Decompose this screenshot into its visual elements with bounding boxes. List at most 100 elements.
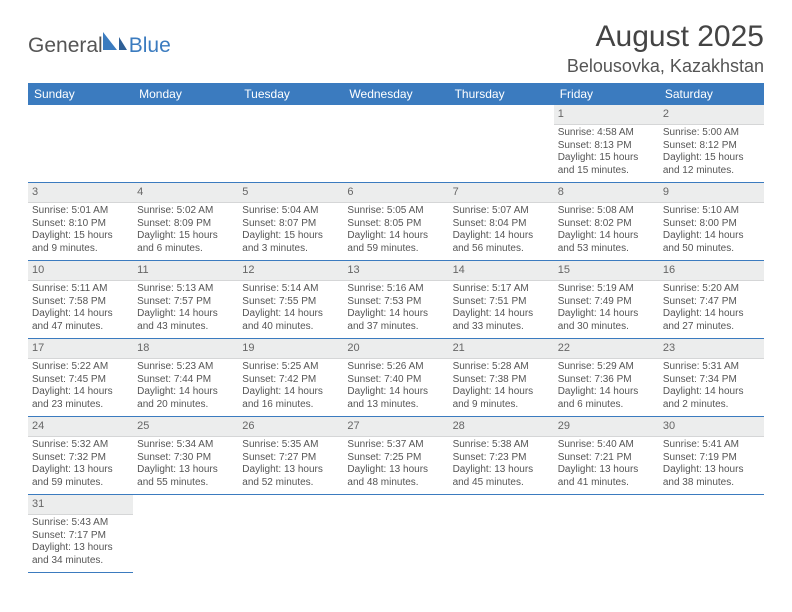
day-cell: Sunrise: 5:40 AMSunset: 7:21 PMDaylight:…	[554, 436, 659, 494]
daylight-line: Daylight: 13 hours and 34 minutes.	[32, 542, 129, 568]
day-number-row: 24252627282930	[28, 416, 764, 436]
weekday-header: Monday	[133, 83, 238, 105]
day-number-cell: 20	[343, 338, 448, 358]
sunset-line: Sunset: 7:45 PM	[32, 374, 129, 387]
day-cell: Sunrise: 5:28 AMSunset: 7:38 PMDaylight:…	[449, 358, 554, 416]
day-number-cell: 7	[449, 182, 554, 202]
month-title: August 2025	[567, 20, 764, 54]
daylight-line: Daylight: 15 hours and 9 minutes.	[32, 230, 129, 256]
sunrise-line: Sunrise: 5:28 AM	[453, 361, 550, 374]
day-cell	[659, 514, 764, 572]
day-cell: Sunrise: 5:16 AMSunset: 7:53 PMDaylight:…	[343, 280, 448, 338]
weekday-header: Saturday	[659, 83, 764, 105]
day-number: 22	[558, 342, 570, 354]
day-number: 7	[453, 186, 459, 198]
sunset-line: Sunset: 7:57 PM	[137, 296, 234, 309]
sunset-line: Sunset: 7:44 PM	[137, 374, 234, 387]
day-number-cell: 13	[343, 260, 448, 280]
day-number-cell	[554, 494, 659, 514]
day-number-cell: 24	[28, 416, 133, 436]
day-cell: Sunrise: 5:04 AMSunset: 8:07 PMDaylight:…	[238, 202, 343, 260]
sunset-line: Sunset: 8:05 PM	[347, 218, 444, 231]
day-number-row: 12	[28, 105, 764, 124]
sunrise-line: Sunrise: 5:10 AM	[663, 205, 760, 218]
daylight-line: Daylight: 14 hours and 43 minutes.	[137, 308, 234, 334]
day-cell: Sunrise: 5:07 AMSunset: 8:04 PMDaylight:…	[449, 202, 554, 260]
sunrise-line: Sunrise: 5:41 AM	[663, 439, 760, 452]
day-number: 25	[137, 420, 149, 432]
day-number-cell: 16	[659, 260, 764, 280]
day-number: 26	[242, 420, 254, 432]
day-number-cell: 10	[28, 260, 133, 280]
sunrise-line: Sunrise: 5:29 AM	[558, 361, 655, 374]
day-number: 16	[663, 264, 675, 276]
daylight-line: Daylight: 13 hours and 41 minutes.	[558, 464, 655, 490]
day-number: 11	[137, 264, 148, 276]
day-number: 18	[137, 342, 149, 354]
sail-icon	[101, 30, 127, 52]
sunrise-line: Sunrise: 5:01 AM	[32, 205, 129, 218]
sunset-line: Sunset: 8:00 PM	[663, 218, 760, 231]
logo-text-general: General	[28, 34, 103, 58]
day-cell	[554, 514, 659, 572]
sunset-line: Sunset: 7:27 PM	[242, 452, 339, 465]
week-row: Sunrise: 5:11 AMSunset: 7:58 PMDaylight:…	[28, 280, 764, 338]
day-cell: Sunrise: 5:31 AMSunset: 7:34 PMDaylight:…	[659, 358, 764, 416]
weekday-header: Wednesday	[343, 83, 448, 105]
day-number-cell: 30	[659, 416, 764, 436]
day-number: 29	[558, 420, 570, 432]
day-number: 10	[32, 264, 44, 276]
day-number-cell: 14	[449, 260, 554, 280]
weekday-header: Tuesday	[238, 83, 343, 105]
calendar-table: Sunday Monday Tuesday Wednesday Thursday…	[28, 83, 764, 573]
day-cell: Sunrise: 5:25 AMSunset: 7:42 PMDaylight:…	[238, 358, 343, 416]
daylight-line: Daylight: 14 hours and 13 minutes.	[347, 386, 444, 412]
daylight-line: Daylight: 15 hours and 12 minutes.	[663, 152, 760, 178]
daylight-line: Daylight: 13 hours and 38 minutes.	[663, 464, 760, 490]
sunrise-line: Sunrise: 5:43 AM	[32, 517, 129, 530]
day-cell	[343, 124, 448, 182]
sunset-line: Sunset: 8:07 PM	[242, 218, 339, 231]
sunset-line: Sunset: 7:51 PM	[453, 296, 550, 309]
day-number-cell: 31	[28, 494, 133, 514]
day-number-cell: 1	[554, 105, 659, 124]
day-number: 3	[32, 186, 38, 198]
daylight-line: Daylight: 13 hours and 55 minutes.	[137, 464, 234, 490]
day-cell: Sunrise: 5:29 AMSunset: 7:36 PMDaylight:…	[554, 358, 659, 416]
daylight-line: Daylight: 14 hours and 59 minutes.	[347, 230, 444, 256]
day-number: 30	[663, 420, 675, 432]
daylight-line: Daylight: 14 hours and 37 minutes.	[347, 308, 444, 334]
day-cell: Sunrise: 5:11 AMSunset: 7:58 PMDaylight:…	[28, 280, 133, 338]
day-cell	[133, 124, 238, 182]
sunset-line: Sunset: 8:12 PM	[663, 140, 760, 153]
day-number: 6	[347, 186, 353, 198]
sunset-line: Sunset: 7:49 PM	[558, 296, 655, 309]
week-row: Sunrise: 4:58 AMSunset: 8:13 PMDaylight:…	[28, 124, 764, 182]
week-row: Sunrise: 5:32 AMSunset: 7:32 PMDaylight:…	[28, 436, 764, 494]
day-number-cell: 5	[238, 182, 343, 202]
daylight-line: Daylight: 14 hours and 23 minutes.	[32, 386, 129, 412]
sunset-line: Sunset: 7:21 PM	[558, 452, 655, 465]
sunrise-line: Sunrise: 5:14 AM	[242, 283, 339, 296]
day-cell: Sunrise: 5:32 AMSunset: 7:32 PMDaylight:…	[28, 436, 133, 494]
sunset-line: Sunset: 7:55 PM	[242, 296, 339, 309]
day-number: 13	[347, 264, 359, 276]
day-number-row: 10111213141516	[28, 260, 764, 280]
sunset-line: Sunset: 7:30 PM	[137, 452, 234, 465]
title-block: August 2025 Belousovka, Kazakhstan	[567, 20, 764, 77]
week-row: Sunrise: 5:01 AMSunset: 8:10 PMDaylight:…	[28, 202, 764, 260]
sunrise-line: Sunrise: 5:07 AM	[453, 205, 550, 218]
day-number-cell: 12	[238, 260, 343, 280]
day-cell: Sunrise: 5:34 AMSunset: 7:30 PMDaylight:…	[133, 436, 238, 494]
sunrise-line: Sunrise: 5:08 AM	[558, 205, 655, 218]
day-number: 1	[558, 108, 564, 120]
sunrise-line: Sunrise: 5:34 AM	[137, 439, 234, 452]
daylight-line: Daylight: 14 hours and 56 minutes.	[453, 230, 550, 256]
sunset-line: Sunset: 7:23 PM	[453, 452, 550, 465]
day-number-cell: 17	[28, 338, 133, 358]
sunrise-line: Sunrise: 5:22 AM	[32, 361, 129, 374]
sunset-line: Sunset: 8:10 PM	[32, 218, 129, 231]
day-number-cell: 22	[554, 338, 659, 358]
day-number-cell: 26	[238, 416, 343, 436]
sunset-line: Sunset: 7:40 PM	[347, 374, 444, 387]
